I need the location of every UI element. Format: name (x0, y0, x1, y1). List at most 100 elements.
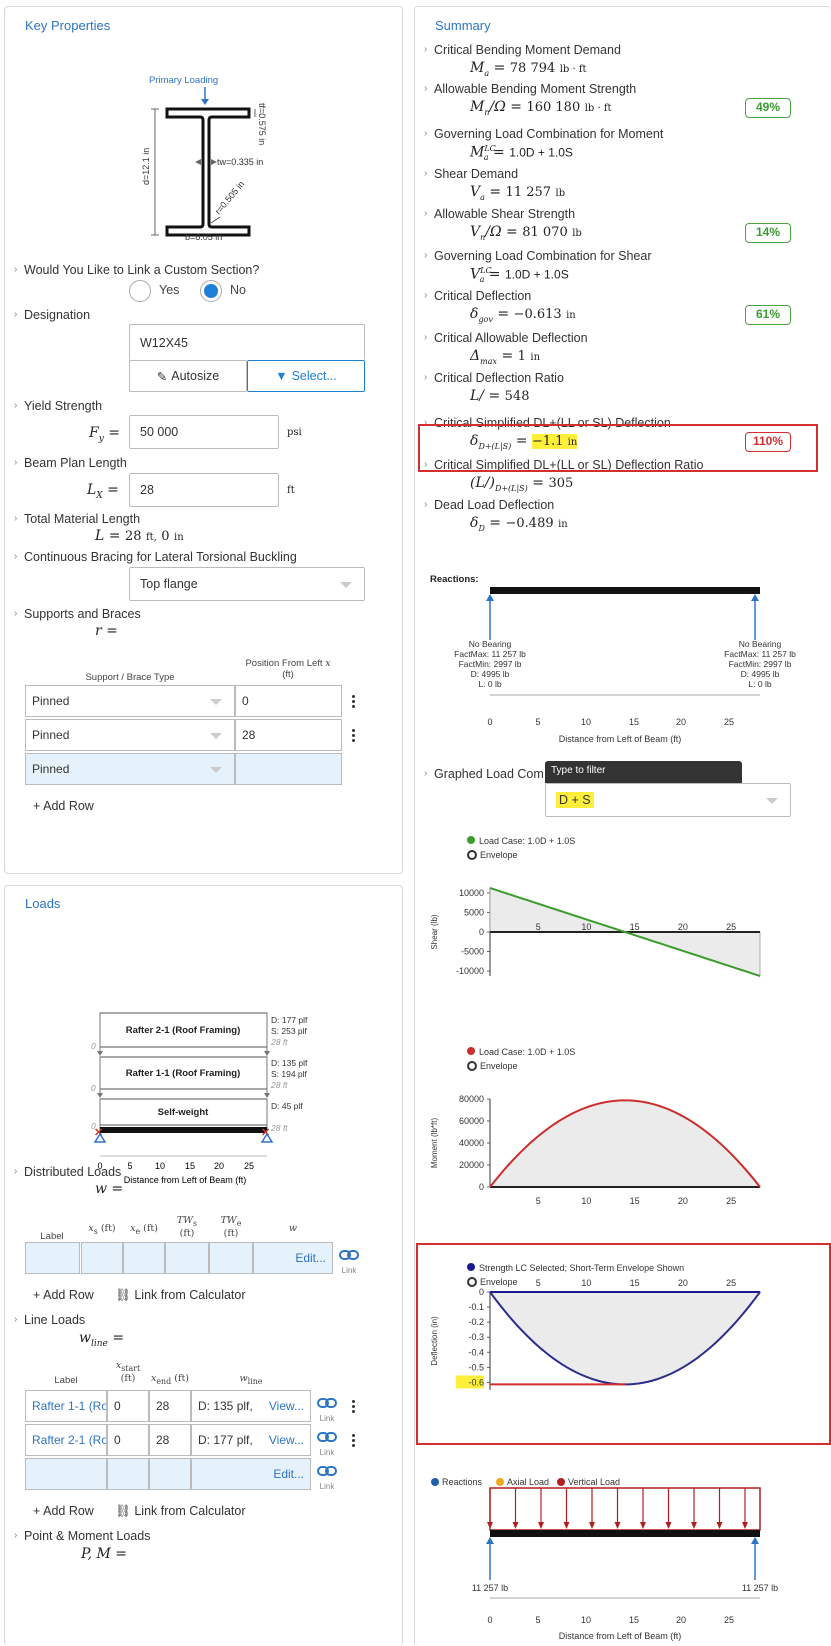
ll-w-cell[interactable]: D: 135 plf, View... (191, 1390, 311, 1422)
plan-length-unit: ft (287, 485, 295, 496)
link-icon[interactable]: Link (316, 1430, 338, 1457)
ll-xe-cell[interactable] (149, 1458, 191, 1490)
ll-label-cell[interactable]: Rafter 1-1 (Ro (25, 1390, 107, 1422)
support-position-input[interactable]: 0 (235, 685, 342, 717)
support-position-input[interactable]: 28 (235, 719, 342, 751)
svg-text:20: 20 (676, 717, 686, 727)
dl-header-w: w (288, 1223, 298, 1234)
dl-tws-cell[interactable] (165, 1242, 209, 1274)
plan-length-label: › Beam Plan Length (14, 456, 127, 470)
key-properties-title: Key Properties (25, 18, 111, 33)
plus-icon: + (33, 1504, 41, 1518)
y-tick-label: 60000 (459, 1116, 484, 1126)
moment-chart: Moment (lb*ft) 80000 60000 40000 20000 0 5 10 15… (430, 1094, 761, 1206)
radio-no-label: No (230, 283, 246, 297)
svg-text:15: 15 (185, 1161, 195, 1171)
autosize-button[interactable]: ✎ Autosize (129, 360, 247, 392)
row-menu-icon[interactable] (352, 695, 356, 710)
radio-yes[interactable] (129, 280, 151, 302)
svg-text:Reactions: Reactions (442, 1477, 483, 1487)
svg-text:Rafter 2-1 (Roof Framing): Rafter 2-1 (Roof Framing) (126, 1025, 241, 1036)
loads-diagram-ticks: 0 5 10 15 20 25 (97, 1161, 254, 1171)
deflection-chart: Deflection (in) 0 -0.1 -0.2 -0.3 -0.4 -0.5 -0.6… (430, 1278, 761, 1390)
y-tick-label: -0.3 (468, 1332, 484, 1342)
yield-strength-input[interactable]: 50 000 (129, 415, 279, 449)
svg-text:L: 0 lb: L: 0 lb (478, 679, 501, 689)
support-type-select[interactable]: Pinned (25, 719, 235, 751)
x-tick-label: 5 (536, 1196, 541, 1206)
ll-xs-cell[interactable]: 0 (107, 1424, 149, 1456)
svg-text:tw=0.335 in: tw=0.335 in (217, 157, 263, 167)
load-arrow-head (589, 1522, 595, 1529)
svg-text:28 ft: 28 ft (270, 1037, 288, 1047)
y-tick-label: 80000 (459, 1094, 484, 1104)
ll-w-cell[interactable]: D: 177 plf, View... (191, 1424, 311, 1456)
svg-text:FactMin: 2997 lb: FactMin: 2997 lb (729, 659, 792, 669)
plus-icon: + (33, 799, 41, 813)
svg-text:D: 4995 lb: D: 4995 lb (471, 669, 510, 679)
x-tick-label: 5 (536, 922, 541, 932)
row-menu-icon[interactable] (352, 1434, 356, 1449)
support-type-select[interactable]: Pinned (25, 685, 235, 717)
y-tick-label: 5000 (464, 907, 484, 917)
y-tick-label: -0.1 (468, 1302, 484, 1312)
link-icon[interactable]: Link (316, 1396, 338, 1423)
x-tick-label: 10 (581, 922, 591, 932)
link-custom-label: › Would You Like to Link a Custom Section… (14, 263, 260, 277)
svg-text:tf=0.575 in: tf=0.575 in (257, 103, 267, 145)
link-from-calculator-button[interactable]: ⛓ Link from Calculator (115, 1504, 246, 1518)
dl-xe-cell[interactable] (123, 1242, 165, 1274)
dl-edit-cell[interactable]: Edit... (253, 1242, 333, 1274)
dl-twe-cell[interactable] (209, 1242, 253, 1274)
load-arrow-head (691, 1522, 697, 1529)
moment-chart-legend: Load Case: 1.0D + 1.0S Envelope (467, 1047, 575, 1071)
loads-title: Loads (25, 896, 61, 911)
ll-xs-cell[interactable]: 0 (107, 1390, 149, 1422)
add-distributed-row-button[interactable]: + Add Row (33, 1288, 94, 1302)
bracing-select[interactable]: Top flange (129, 567, 365, 601)
support-position-input[interactable] (235, 753, 342, 785)
ll-xe-cell[interactable]: 28 (149, 1424, 191, 1456)
ll-label-cell[interactable]: Rafter 2-1 (Ro (25, 1424, 107, 1456)
support-type-select[interactable]: Pinned (25, 753, 235, 785)
select-section-button[interactable]: ▼ Select... (247, 360, 365, 392)
add-line-row-button[interactable]: + Add Row (33, 1504, 94, 1518)
svg-text:Vertical Load: Vertical Load (568, 1477, 620, 1487)
plan-length-input[interactable]: 28 (129, 473, 279, 507)
supports-symbol: r = (95, 623, 118, 639)
ll-label-cell[interactable] (25, 1458, 107, 1490)
summary-item-formula: MLCa = 1.0D + 1.0S (470, 144, 573, 163)
svg-text:20: 20 (676, 1615, 686, 1625)
dl-label-cell[interactable] (25, 1242, 80, 1274)
svg-text:L: 0 lb: L: 0 lb (748, 679, 771, 689)
link-icon[interactable]: Link (316, 1464, 338, 1491)
add-support-row-button[interactable]: + Add Row (33, 799, 94, 813)
graphed-load-select[interactable]: D + S (545, 783, 791, 817)
ll-xs-cell[interactable] (107, 1458, 149, 1490)
svg-text:Rafter 1-1 (Roof Framing): Rafter 1-1 (Roof Framing) (126, 1068, 241, 1079)
designation-input[interactable]: W12X45 (129, 324, 365, 360)
svg-text:15: 15 (629, 1615, 639, 1625)
row-menu-icon[interactable] (352, 729, 356, 744)
load-arrow-head (487, 1522, 493, 1529)
ll-xe-cell[interactable]: 28 (149, 1390, 191, 1422)
dl-xs-cell[interactable] (81, 1242, 123, 1274)
material-length-value: L = 28 ft, 0 in (95, 528, 184, 544)
radio-no[interactable] (200, 280, 222, 302)
load-arrow-head (716, 1522, 723, 1529)
link-from-calculator-button[interactable]: ⛓ Link from Calculator (115, 1288, 246, 1302)
svg-text:No Bearing: No Bearing (469, 639, 512, 649)
row-menu-icon[interactable] (352, 1400, 356, 1415)
position-header: Position From Left x (ft) (245, 658, 331, 680)
load-arrow-head (742, 1522, 748, 1529)
dl-header-xe: xe (ft) (130, 1223, 158, 1236)
svg-text:25: 25 (244, 1161, 254, 1171)
dl-header-twe: TWe (ft) (220, 1215, 242, 1239)
svg-text:d=12.1 in: d=12.1 in (141, 148, 151, 185)
load-diagram: Reactions Axial Load Vertical Load 11 25… (431, 1477, 778, 1641)
svg-text:0: 0 (91, 1121, 96, 1131)
x-tick-label: 10 (581, 1196, 591, 1206)
svg-text:11 257 lb: 11 257 lb (472, 1583, 508, 1593)
ll-edit-cell[interactable]: Edit... (191, 1458, 311, 1490)
link-icon[interactable]: Link (338, 1248, 360, 1275)
